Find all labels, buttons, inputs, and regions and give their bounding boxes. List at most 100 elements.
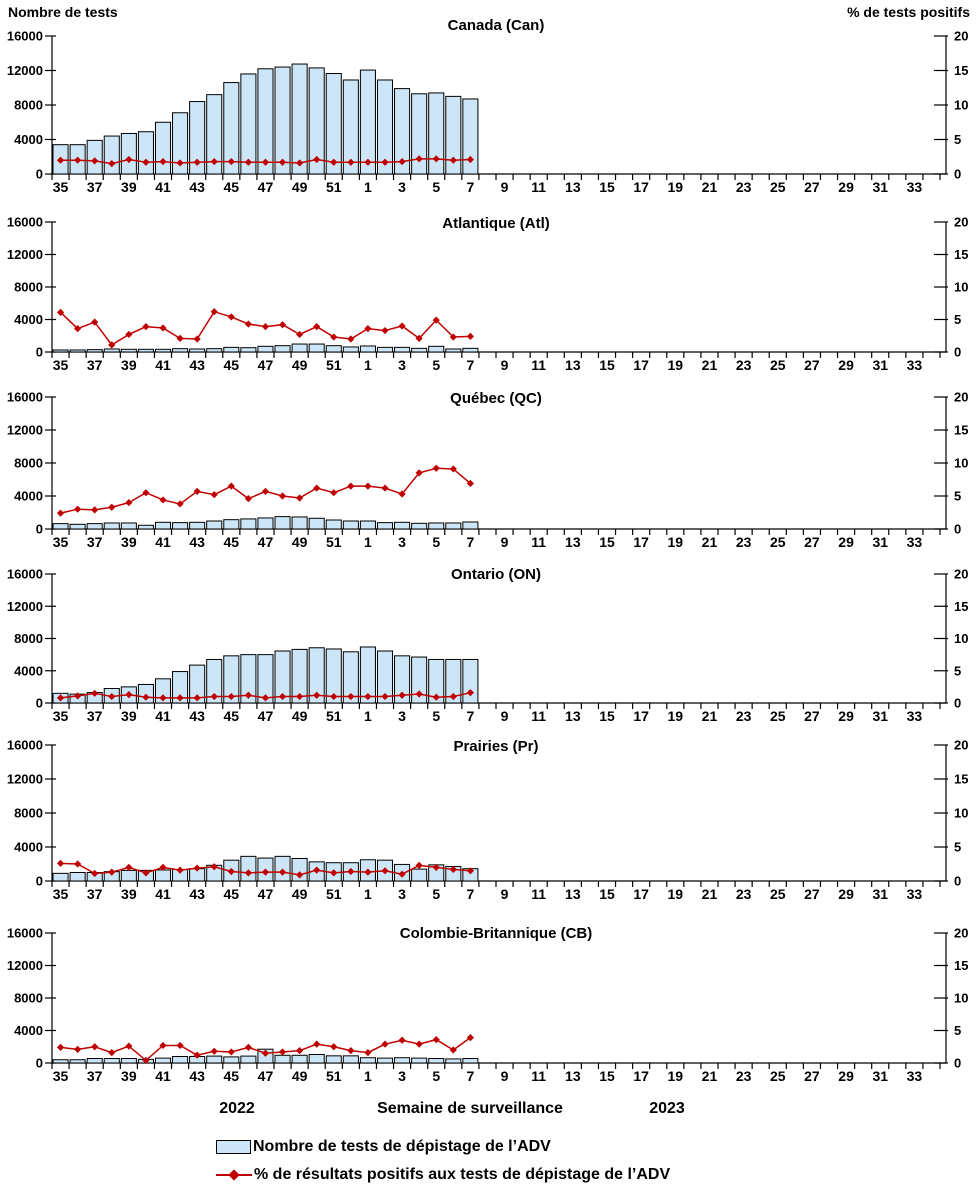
diamond-marker-icon — [74, 156, 82, 164]
diamond-marker-icon — [432, 863, 440, 871]
diamond-marker-icon — [210, 692, 218, 701]
panel-quebec-qc: Québec (QC)04000800012000160000510152035… — [7, 390, 969, 551]
diamond-marker-icon — [176, 334, 184, 342]
diamond-marker-icon — [142, 1056, 150, 1064]
svg-text:19: 19 — [668, 534, 684, 550]
svg-text:15: 15 — [599, 534, 615, 550]
svg-text:27: 27 — [804, 534, 820, 550]
panel-title: Ontario (ON) — [451, 566, 541, 583]
svg-text:51: 51 — [326, 357, 342, 373]
svg-text:16000: 16000 — [7, 390, 43, 405]
diamond-marker-icon — [74, 1045, 82, 1053]
svg-text:19: 19 — [668, 886, 684, 902]
svg-text:27: 27 — [804, 886, 820, 902]
diamond-marker-icon — [330, 158, 338, 166]
svg-text:16000: 16000 — [7, 926, 43, 941]
panel-ontario-on: Ontario (ON)0400080001200016000051015203… — [7, 566, 969, 724]
diamond-marker-icon — [74, 505, 82, 513]
panel-title: Colombie-Britannique (CB) — [400, 925, 593, 942]
svg-text:43: 43 — [189, 357, 205, 373]
svg-text:39: 39 — [121, 886, 137, 902]
svg-text:31: 31 — [872, 179, 888, 195]
diamond-marker-icon — [296, 494, 304, 502]
svg-text:51: 51 — [326, 1068, 342, 1084]
svg-text:41: 41 — [155, 357, 171, 373]
right-axis-title: % de tests positifs — [847, 4, 970, 20]
svg-text:16000: 16000 — [7, 215, 43, 230]
svg-text:5: 5 — [954, 840, 961, 855]
svg-text:47: 47 — [258, 708, 274, 724]
tests-bars-series — [52, 516, 479, 530]
svg-text:5: 5 — [432, 886, 440, 902]
panel-title: Atlantique (Atl) — [442, 215, 549, 232]
svg-text:20: 20 — [954, 215, 968, 230]
diamond-marker-icon — [159, 863, 167, 871]
svg-text:45: 45 — [224, 708, 240, 724]
svg-text:27: 27 — [804, 1068, 820, 1084]
diamond-marker-icon — [296, 159, 304, 167]
svg-text:5: 5 — [432, 357, 440, 373]
tests-bars-series — [52, 63, 479, 175]
svg-text:9: 9 — [501, 179, 509, 195]
svg-text:5: 5 — [432, 708, 440, 724]
svg-text:9: 9 — [501, 708, 509, 724]
legend-line-label: % de résultats positifs aux tests de dép… — [254, 1166, 671, 1183]
diamond-marker-icon — [108, 160, 116, 168]
svg-text:0: 0 — [954, 522, 961, 537]
svg-text:0: 0 — [954, 874, 961, 889]
svg-text:19: 19 — [668, 179, 684, 195]
diamond-marker-icon — [449, 865, 457, 874]
svg-text:25: 25 — [770, 534, 786, 550]
svg-text:16000: 16000 — [7, 738, 43, 753]
diamond-marker-icon — [278, 1048, 287, 1056]
svg-text:33: 33 — [907, 179, 923, 195]
svg-text:41: 41 — [155, 179, 171, 195]
diamond-marker-icon — [432, 1036, 440, 1044]
diamond-marker-icon — [313, 691, 321, 699]
svg-text:9: 9 — [501, 534, 509, 550]
svg-text:9: 9 — [501, 357, 509, 373]
diamond-marker-icon — [278, 492, 287, 500]
svg-text:39: 39 — [121, 179, 137, 195]
svg-text:47: 47 — [258, 179, 274, 195]
diamond-marker-icon — [347, 335, 355, 343]
svg-text:13: 13 — [565, 179, 581, 195]
diamond-marker-icon — [364, 325, 372, 333]
diamond-marker-icon — [381, 326, 389, 335]
svg-text:43: 43 — [189, 534, 205, 550]
svg-text:41: 41 — [155, 708, 171, 724]
left-axis-title: Nombre de tests — [8, 4, 118, 20]
svg-text:29: 29 — [838, 708, 854, 724]
svg-text:0: 0 — [36, 522, 43, 537]
svg-text:13: 13 — [565, 1068, 581, 1084]
svg-text:21: 21 — [702, 357, 718, 373]
svg-text:11: 11 — [531, 357, 546, 373]
diamond-marker-icon — [108, 868, 116, 876]
svg-text:33: 33 — [907, 357, 923, 373]
diamond-marker-icon — [108, 503, 116, 511]
diamond-marker-icon — [91, 1043, 99, 1051]
diamond-marker-icon — [449, 692, 457, 701]
diamond-marker-icon — [381, 158, 389, 166]
diamond-marker-icon — [466, 155, 474, 164]
diamond-marker-icon — [176, 694, 184, 702]
diamond-marker-icon — [244, 1043, 252, 1051]
diamond-marker-icon — [56, 308, 65, 316]
svg-text:17: 17 — [633, 534, 649, 550]
diamond-marker-icon — [210, 157, 218, 166]
svg-text:23: 23 — [736, 179, 752, 195]
svg-text:12000: 12000 — [7, 599, 43, 614]
bar-swatch-icon — [216, 1140, 251, 1154]
diamond-marker-icon — [210, 863, 218, 871]
diamond-marker-icon — [108, 1049, 116, 1057]
svg-text:29: 29 — [838, 357, 854, 373]
diamond-marker-icon — [210, 491, 218, 499]
diamond-marker-icon — [176, 159, 184, 167]
svg-text:0: 0 — [36, 345, 43, 360]
svg-text:3: 3 — [398, 708, 406, 724]
svg-text:12000: 12000 — [7, 423, 43, 438]
svg-text:1: 1 — [364, 534, 372, 550]
svg-text:23: 23 — [736, 886, 752, 902]
svg-text:15: 15 — [599, 1068, 615, 1084]
svg-text:39: 39 — [121, 1068, 137, 1084]
